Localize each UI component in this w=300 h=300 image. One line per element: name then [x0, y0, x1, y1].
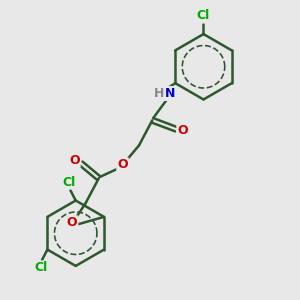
Text: H: H — [154, 87, 164, 100]
Text: O: O — [117, 158, 128, 171]
Text: N: N — [165, 87, 175, 100]
Text: O: O — [177, 124, 188, 137]
Text: Cl: Cl — [34, 262, 47, 275]
Text: Cl: Cl — [62, 176, 76, 189]
Text: Cl: Cl — [197, 9, 210, 22]
Text: O: O — [69, 154, 80, 167]
Text: O: O — [67, 216, 77, 229]
